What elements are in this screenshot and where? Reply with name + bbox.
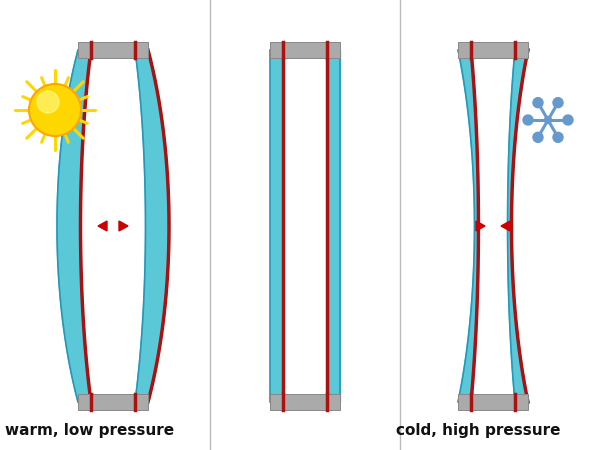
Polygon shape	[98, 221, 107, 231]
Polygon shape	[458, 50, 478, 402]
Bar	[78, 42, 148, 58]
Polygon shape	[501, 221, 510, 231]
Polygon shape	[476, 221, 485, 231]
Bar	[270, 394, 340, 410]
Polygon shape	[57, 50, 91, 402]
Polygon shape	[135, 50, 169, 402]
Circle shape	[553, 132, 563, 142]
Circle shape	[563, 115, 573, 125]
Bar	[270, 42, 340, 58]
Circle shape	[533, 98, 543, 108]
Polygon shape	[327, 50, 340, 402]
Circle shape	[533, 132, 543, 142]
Polygon shape	[508, 50, 528, 402]
Polygon shape	[270, 50, 283, 402]
Polygon shape	[119, 221, 128, 231]
Bar	[458, 394, 528, 410]
Text: warm, low pressure: warm, low pressure	[5, 423, 175, 437]
Bar	[458, 42, 528, 58]
Circle shape	[29, 84, 81, 136]
Circle shape	[553, 98, 563, 108]
Text: cold, high pressure: cold, high pressure	[396, 423, 560, 437]
Circle shape	[523, 115, 533, 125]
Circle shape	[37, 91, 59, 113]
Bar	[78, 394, 148, 410]
Circle shape	[545, 117, 551, 123]
